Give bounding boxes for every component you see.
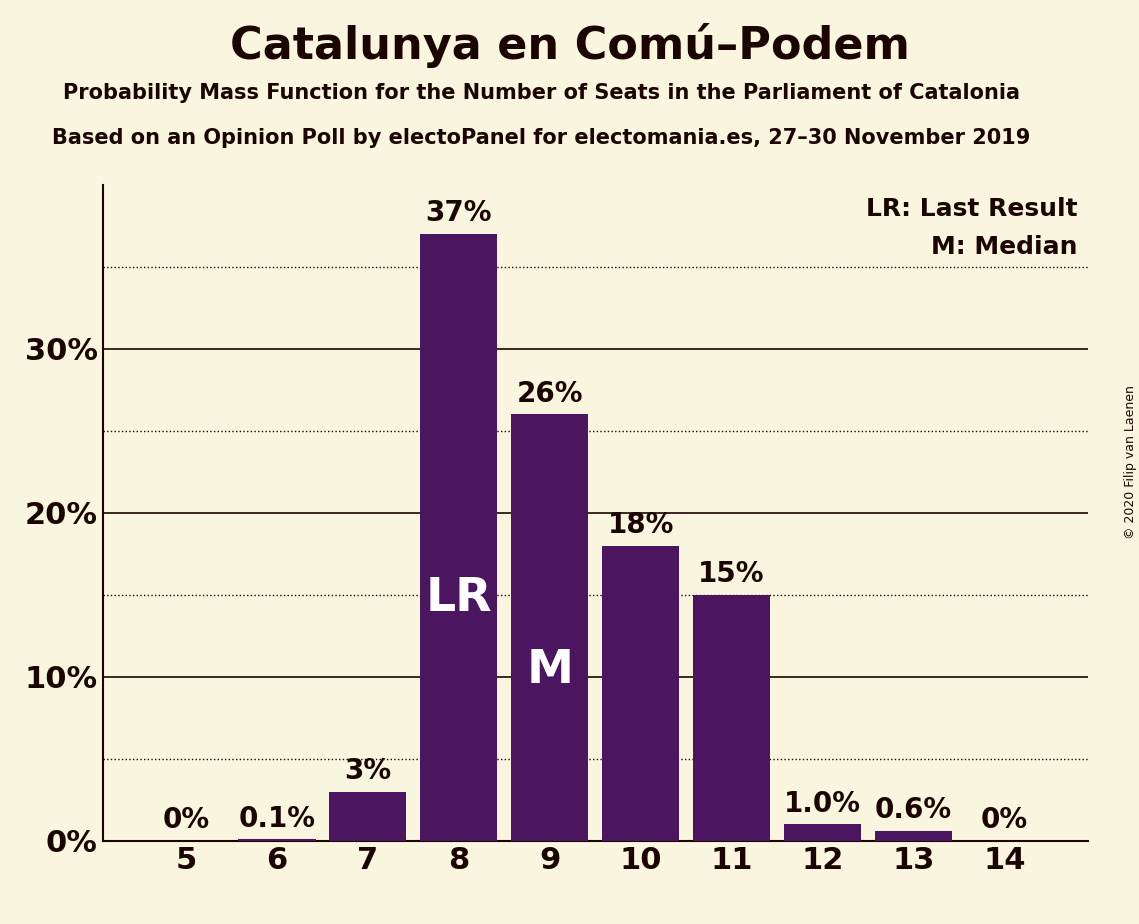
Bar: [511, 414, 589, 841]
Bar: [420, 234, 498, 841]
Text: Probability Mass Function for the Number of Seats in the Parliament of Catalonia: Probability Mass Function for the Number…: [63, 83, 1019, 103]
Text: Catalunya en Comú–Podem: Catalunya en Comú–Podem: [230, 23, 909, 68]
Text: 18%: 18%: [607, 511, 674, 539]
Text: Based on an Opinion Poll by electoPanel for electomania.es, 27–30 November 2019: Based on an Opinion Poll by electoPanel …: [52, 128, 1030, 148]
Text: LR: Last Result: LR: Last Result: [867, 198, 1077, 222]
Text: 26%: 26%: [516, 380, 583, 407]
Text: © 2020 Filip van Laenen: © 2020 Filip van Laenen: [1124, 385, 1137, 539]
Text: 15%: 15%: [698, 560, 764, 589]
Text: M: Median: M: Median: [932, 235, 1077, 259]
Text: 0.6%: 0.6%: [875, 796, 952, 824]
Text: M: M: [526, 648, 573, 693]
Bar: [784, 824, 861, 841]
Text: 37%: 37%: [426, 200, 492, 227]
Text: 0%: 0%: [981, 807, 1027, 834]
Bar: [601, 545, 679, 841]
Bar: [329, 792, 407, 841]
Text: 3%: 3%: [344, 757, 392, 785]
Bar: [875, 831, 952, 841]
Bar: [693, 595, 770, 841]
Text: 0%: 0%: [163, 807, 210, 834]
Text: LR: LR: [426, 576, 492, 621]
Text: 0.1%: 0.1%: [238, 805, 316, 833]
Text: 1.0%: 1.0%: [784, 790, 861, 818]
Bar: [238, 839, 316, 841]
